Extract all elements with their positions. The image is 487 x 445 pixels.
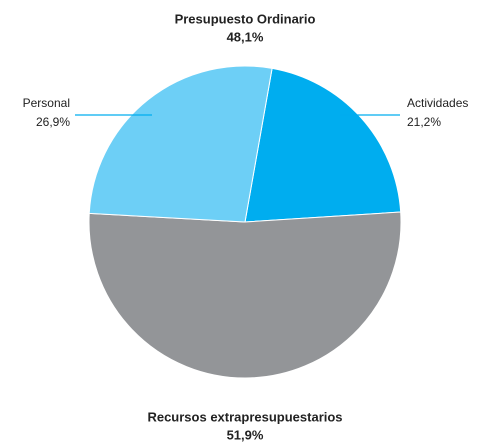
slice-label: Actividades: [407, 96, 468, 110]
pie-slice: [88, 65, 273, 223]
slice-label: Recursos extrapresupuestarios: [147, 409, 342, 424]
slice-label: Personal: [23, 96, 70, 110]
annotation: Presupuesto Ordinario: [175, 11, 316, 26]
value-label: 26,9%: [36, 115, 70, 129]
pie-slice: [244, 67, 402, 223]
value-label: 51,9%: [227, 427, 264, 442]
pie-slice: [88, 211, 402, 379]
value-label: 21,2%: [407, 115, 441, 129]
annotation: 48,1%: [227, 29, 264, 44]
